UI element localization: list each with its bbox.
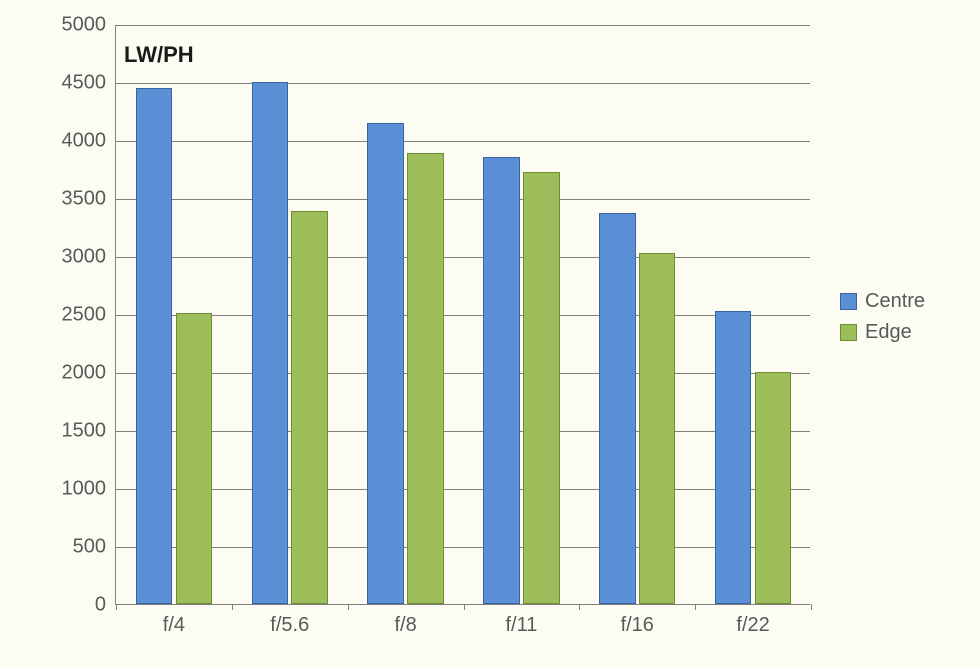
x-tick-mark: [116, 604, 117, 610]
x-tick-label: f/4: [163, 604, 185, 637]
bar-edge: [523, 172, 559, 604]
y-tick-label: 4500: [62, 72, 117, 95]
gridline: [116, 315, 810, 316]
x-tick-mark: [232, 604, 233, 610]
legend-label: Edge: [865, 321, 912, 344]
legend-label: Centre: [865, 290, 925, 313]
bar-centre: [252, 82, 288, 604]
legend-swatch: [840, 293, 857, 310]
gridline: [116, 25, 810, 26]
y-tick-label: 1000: [62, 478, 117, 501]
gridline: [116, 373, 810, 374]
bar-centre: [367, 123, 403, 604]
gridline: [116, 257, 810, 258]
x-tick-label: f/8: [394, 604, 416, 637]
bar-edge: [407, 153, 443, 604]
y-tick-label: 3500: [62, 188, 117, 211]
gridline: [116, 199, 810, 200]
x-tick-label: f/5.6: [270, 604, 309, 637]
y-tick-label: 5000: [62, 14, 117, 37]
y-tick-label: 1500: [62, 420, 117, 443]
y-tick-label: 500: [73, 536, 116, 559]
x-tick-mark: [579, 604, 580, 610]
legend: Centre Edge: [840, 290, 925, 344]
legend-item: Centre: [840, 290, 925, 313]
bar-edge: [755, 372, 791, 604]
bar-edge: [291, 211, 327, 604]
bar-centre: [136, 88, 172, 604]
y-tick-label: 2000: [62, 362, 117, 385]
gridline: [116, 83, 810, 84]
x-tick-label: f/16: [621, 604, 654, 637]
x-tick-mark: [348, 604, 349, 610]
gridline: [116, 141, 810, 142]
y-tick-label: 0: [95, 594, 116, 617]
y-axis-title: LW/PH: [124, 42, 194, 68]
legend-swatch: [840, 324, 857, 341]
x-tick-mark: [464, 604, 465, 610]
gridline: [116, 489, 810, 490]
x-tick-mark: [811, 604, 812, 610]
legend-item: Edge: [840, 321, 925, 344]
y-tick-label: 3000: [62, 246, 117, 269]
x-tick-label: f/11: [505, 604, 537, 637]
bar-edge: [639, 253, 675, 604]
y-tick-label: 4000: [62, 130, 117, 153]
bar-centre: [599, 213, 635, 604]
bar-centre: [483, 157, 519, 604]
x-tick-label: f/22: [736, 604, 769, 637]
x-tick-mark: [695, 604, 696, 610]
gridline: [116, 547, 810, 548]
bar-centre: [715, 311, 751, 604]
gridline: [116, 431, 810, 432]
bar-edge: [176, 313, 212, 604]
plot-area: 0500100015002000250030003500400045005000…: [115, 25, 810, 605]
y-tick-label: 2500: [62, 304, 117, 327]
chart-container: 0 500 1000 1500 2000 2500 3000 3500 4000 4500 5000…: [0, 0, 980, 667]
